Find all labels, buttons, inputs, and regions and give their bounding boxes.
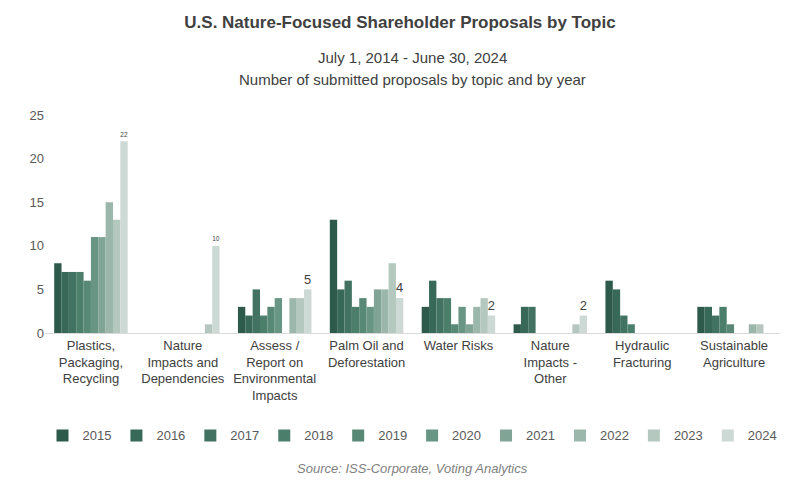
svg-text:20: 20 [30, 151, 44, 166]
svg-text:2019: 2019 [378, 428, 407, 443]
svg-text:Source: ISS-Corporate, Voting: Source: ISS-Corporate, Voting Analytics [297, 461, 528, 476]
svg-text:2018: 2018 [304, 428, 333, 443]
svg-text:2020: 2020 [452, 428, 481, 443]
svg-text:22: 22 [120, 131, 128, 138]
svg-text:NatureImpacts -Other: NatureImpacts -Other [524, 338, 577, 387]
svg-text:Number of submitted proposals: Number of submitted proposals by topic a… [239, 71, 586, 88]
svg-text:2021: 2021 [526, 428, 555, 443]
svg-text:10: 10 [212, 235, 220, 242]
svg-text:2023: 2023 [674, 428, 703, 443]
svg-text:Water Risks: Water Risks [424, 338, 494, 353]
svg-text:10: 10 [30, 238, 44, 253]
svg-text:2017: 2017 [230, 428, 259, 443]
svg-text:4: 4 [396, 280, 403, 295]
svg-text:2016: 2016 [156, 428, 185, 443]
svg-text:Assess /Report onEnvironmental: Assess /Report onEnvironmentalImpacts [233, 338, 316, 404]
svg-text:2022: 2022 [600, 428, 629, 443]
svg-text:Palm Oil andDeforestation: Palm Oil andDeforestation [328, 338, 405, 370]
svg-text:15: 15 [30, 195, 44, 210]
svg-text:HydraulicFracturing: HydraulicFracturing [613, 338, 672, 370]
svg-text:2015: 2015 [83, 428, 112, 443]
svg-text:U.S. Nature-Focused Shareholde: U.S. Nature-Focused Shareholder Proposal… [184, 13, 615, 32]
svg-text:2: 2 [488, 298, 495, 313]
svg-text:5: 5 [304, 272, 311, 287]
svg-text:SustainableAgriculture: SustainableAgriculture [700, 338, 768, 370]
svg-text:2024: 2024 [748, 428, 777, 443]
svg-text:25: 25 [30, 108, 44, 123]
svg-text:July 1, 2014 - June 30, 2024: July 1, 2014 - June 30, 2024 [318, 49, 507, 66]
svg-text:Plastics,Packaging,Recycling: Plastics,Packaging,Recycling [59, 338, 123, 387]
svg-text:0: 0 [37, 326, 44, 341]
svg-text:2: 2 [580, 298, 587, 313]
svg-text:NatureImpacts andDependencies: NatureImpacts andDependencies [141, 338, 225, 387]
svg-text:5: 5 [37, 282, 44, 297]
